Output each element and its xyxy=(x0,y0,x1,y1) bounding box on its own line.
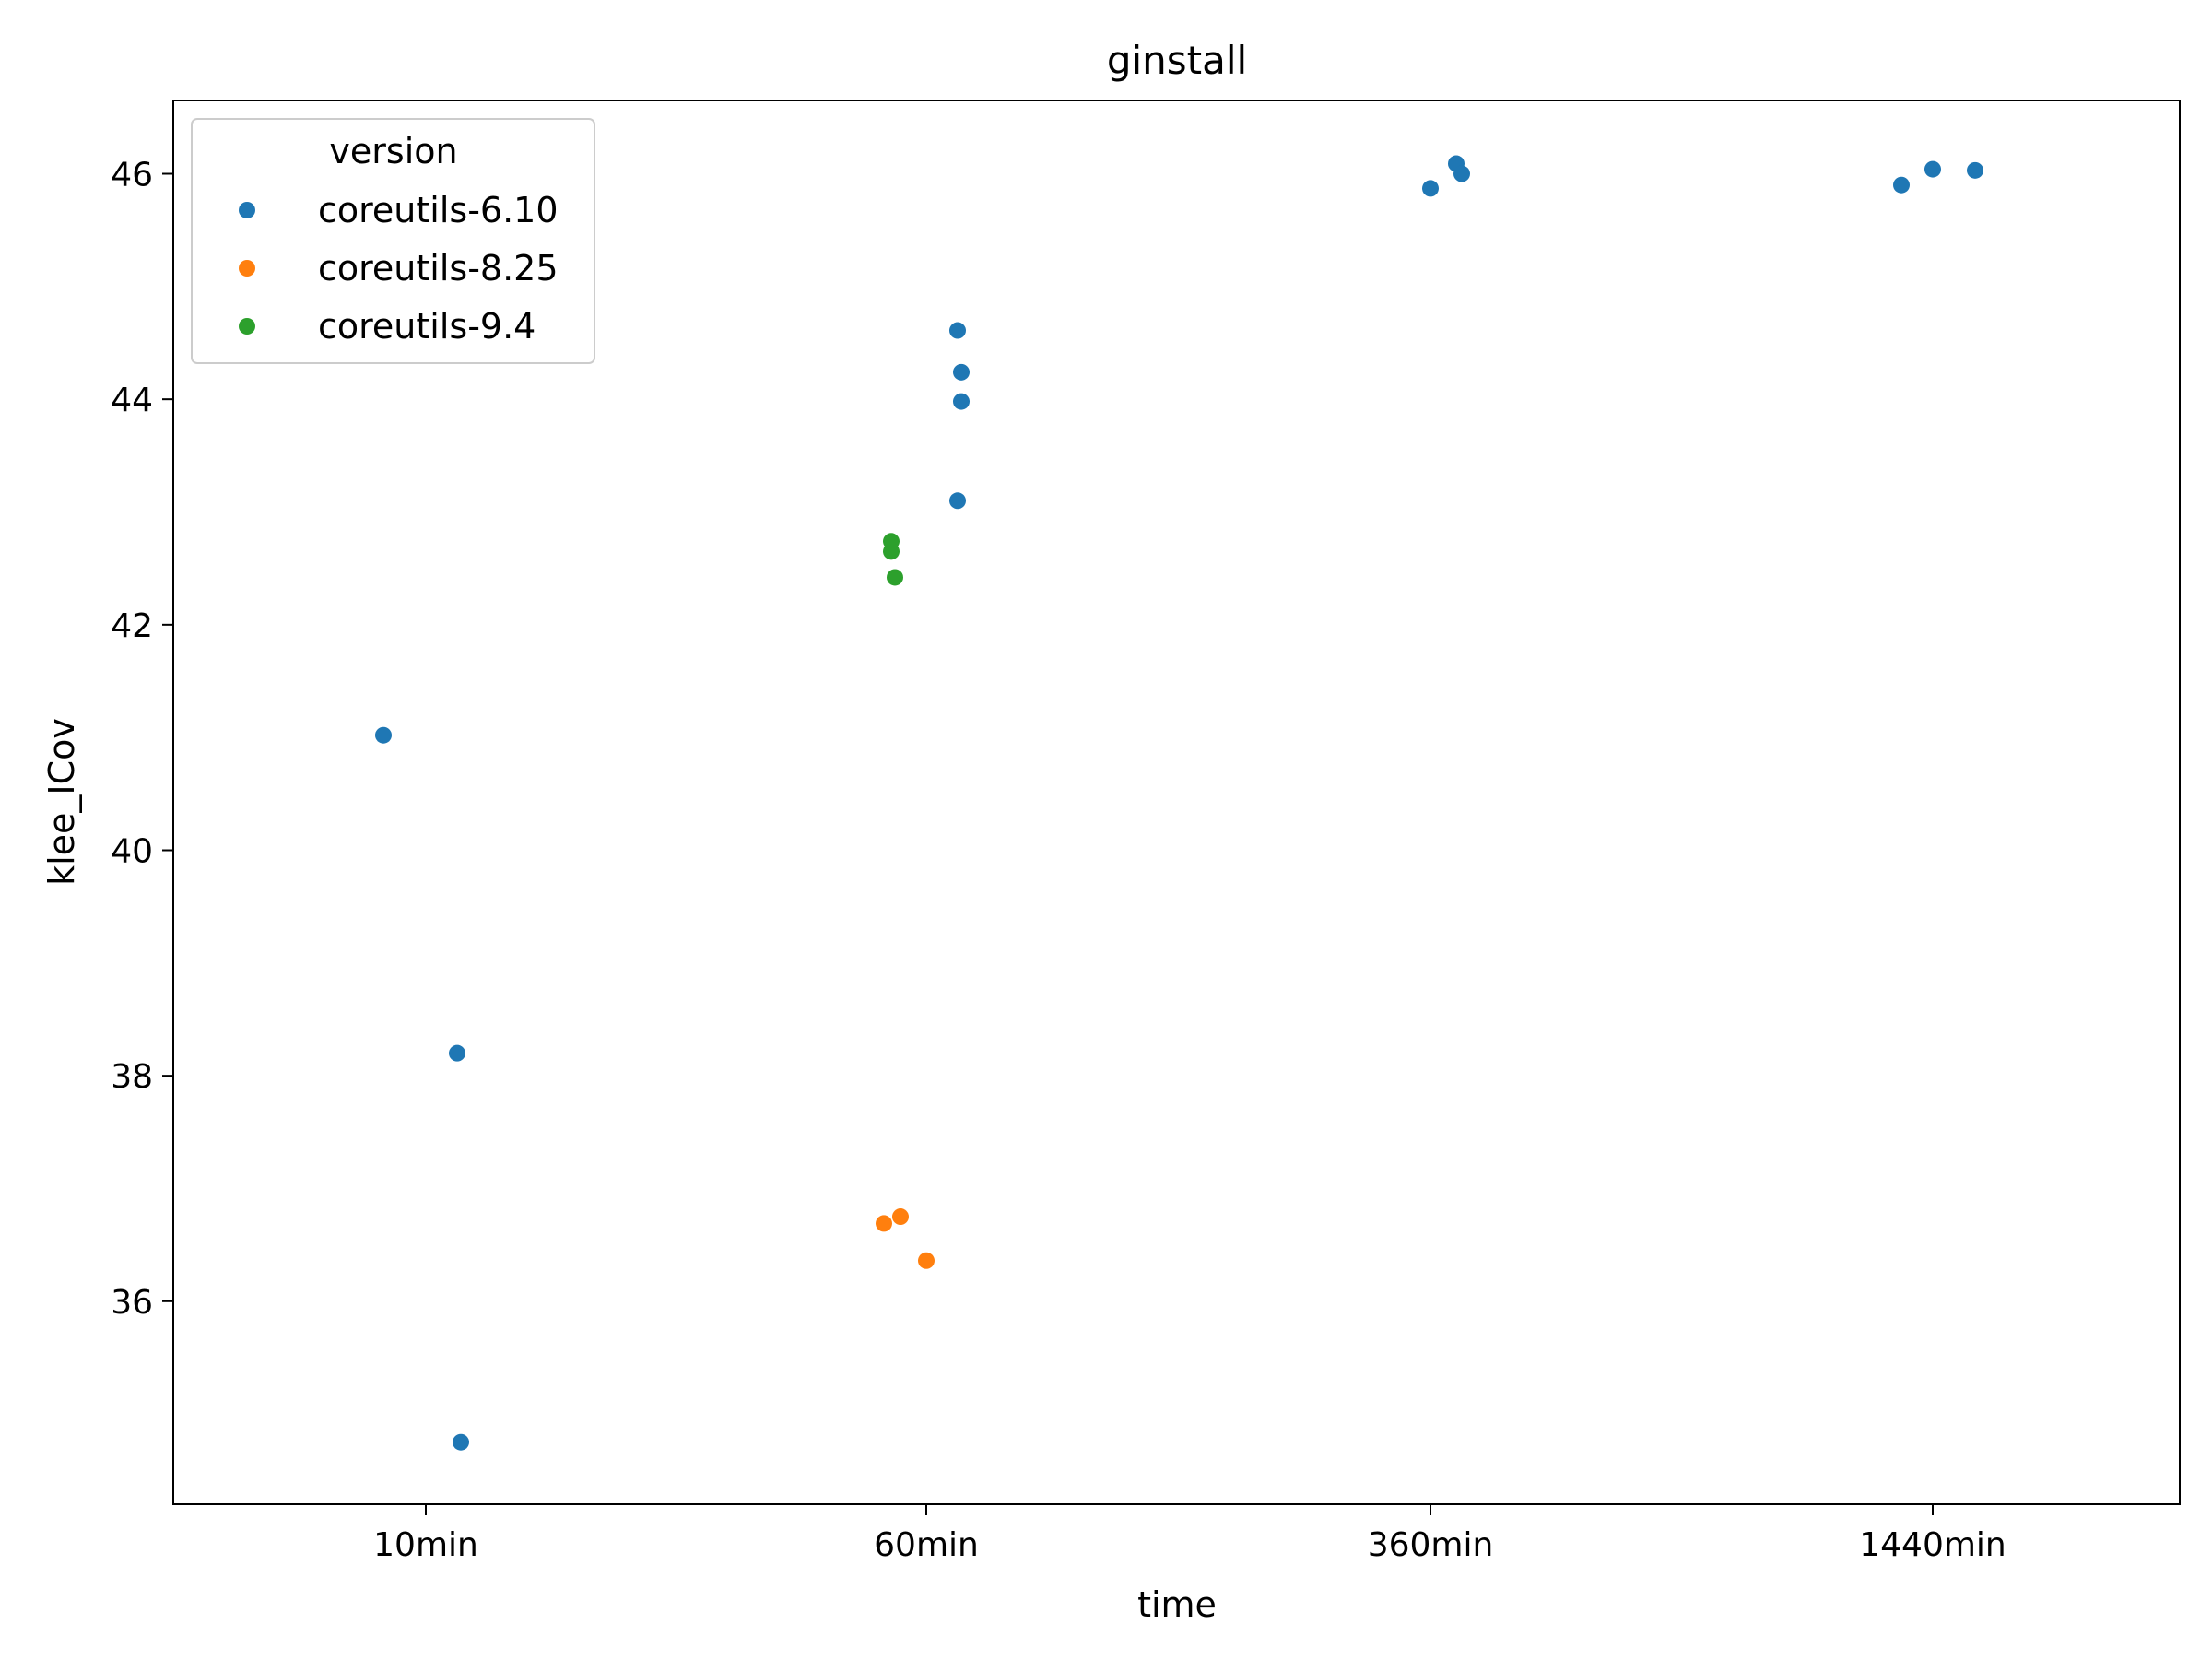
x-tick-label: 360min xyxy=(1368,1526,1494,1564)
legend-label: coreutils-9.4 xyxy=(318,306,535,347)
legend-items: coreutils-6.10 coreutils-8.25 coreutils-9.… xyxy=(239,190,559,347)
y-tick-label: 42 xyxy=(111,607,153,645)
y-axis: 36 38 40 42 44 46 xyxy=(111,157,173,1322)
y-tick-label: 38 xyxy=(111,1058,153,1096)
y-tick-label: 40 xyxy=(111,832,153,870)
data-point xyxy=(1422,180,1439,197)
data-point xyxy=(892,1208,909,1226)
legend-marker xyxy=(239,202,255,218)
data-point xyxy=(949,492,966,510)
legend-box xyxy=(191,118,595,364)
x-tick-label: 1440min xyxy=(1859,1526,2006,1564)
legend-title: version xyxy=(329,131,457,171)
y-tick-label: 44 xyxy=(111,382,153,419)
chart-title: ginstall xyxy=(1107,38,1247,83)
data-point xyxy=(1453,165,1470,182)
data-point xyxy=(375,726,392,744)
data-point xyxy=(1924,160,1941,178)
plot-frame xyxy=(172,100,2181,1505)
x-tick-label: 10min xyxy=(373,1526,478,1564)
y-tick-label: 46 xyxy=(111,157,153,194)
data-point xyxy=(453,1433,469,1451)
legend-label: coreutils-6.10 xyxy=(318,190,559,230)
data-point xyxy=(1967,161,1983,179)
data-point xyxy=(918,1252,935,1269)
legend: version coreutils-6.10coreutils-8.25core… xyxy=(191,118,595,364)
x-axis-label: time xyxy=(1137,1584,1217,1625)
data-point xyxy=(1893,176,1910,194)
data-point xyxy=(876,1215,892,1232)
data-point xyxy=(953,363,970,381)
x-tick-label: 60min xyxy=(874,1526,979,1564)
data-point xyxy=(449,1044,465,1062)
data-point xyxy=(953,393,970,410)
legend-marker xyxy=(239,260,255,276)
points-layer xyxy=(375,155,1983,1451)
data-point xyxy=(949,322,966,339)
data-point xyxy=(887,569,903,586)
legend-marker xyxy=(239,318,255,335)
data-point xyxy=(883,543,900,560)
y-axis-label: klee_ICov xyxy=(41,718,82,886)
y-tick-label: 36 xyxy=(111,1284,153,1322)
legend-label: coreutils-8.25 xyxy=(318,248,559,288)
x-axis: 10min 60min 360min 1440min xyxy=(373,1504,2006,1564)
